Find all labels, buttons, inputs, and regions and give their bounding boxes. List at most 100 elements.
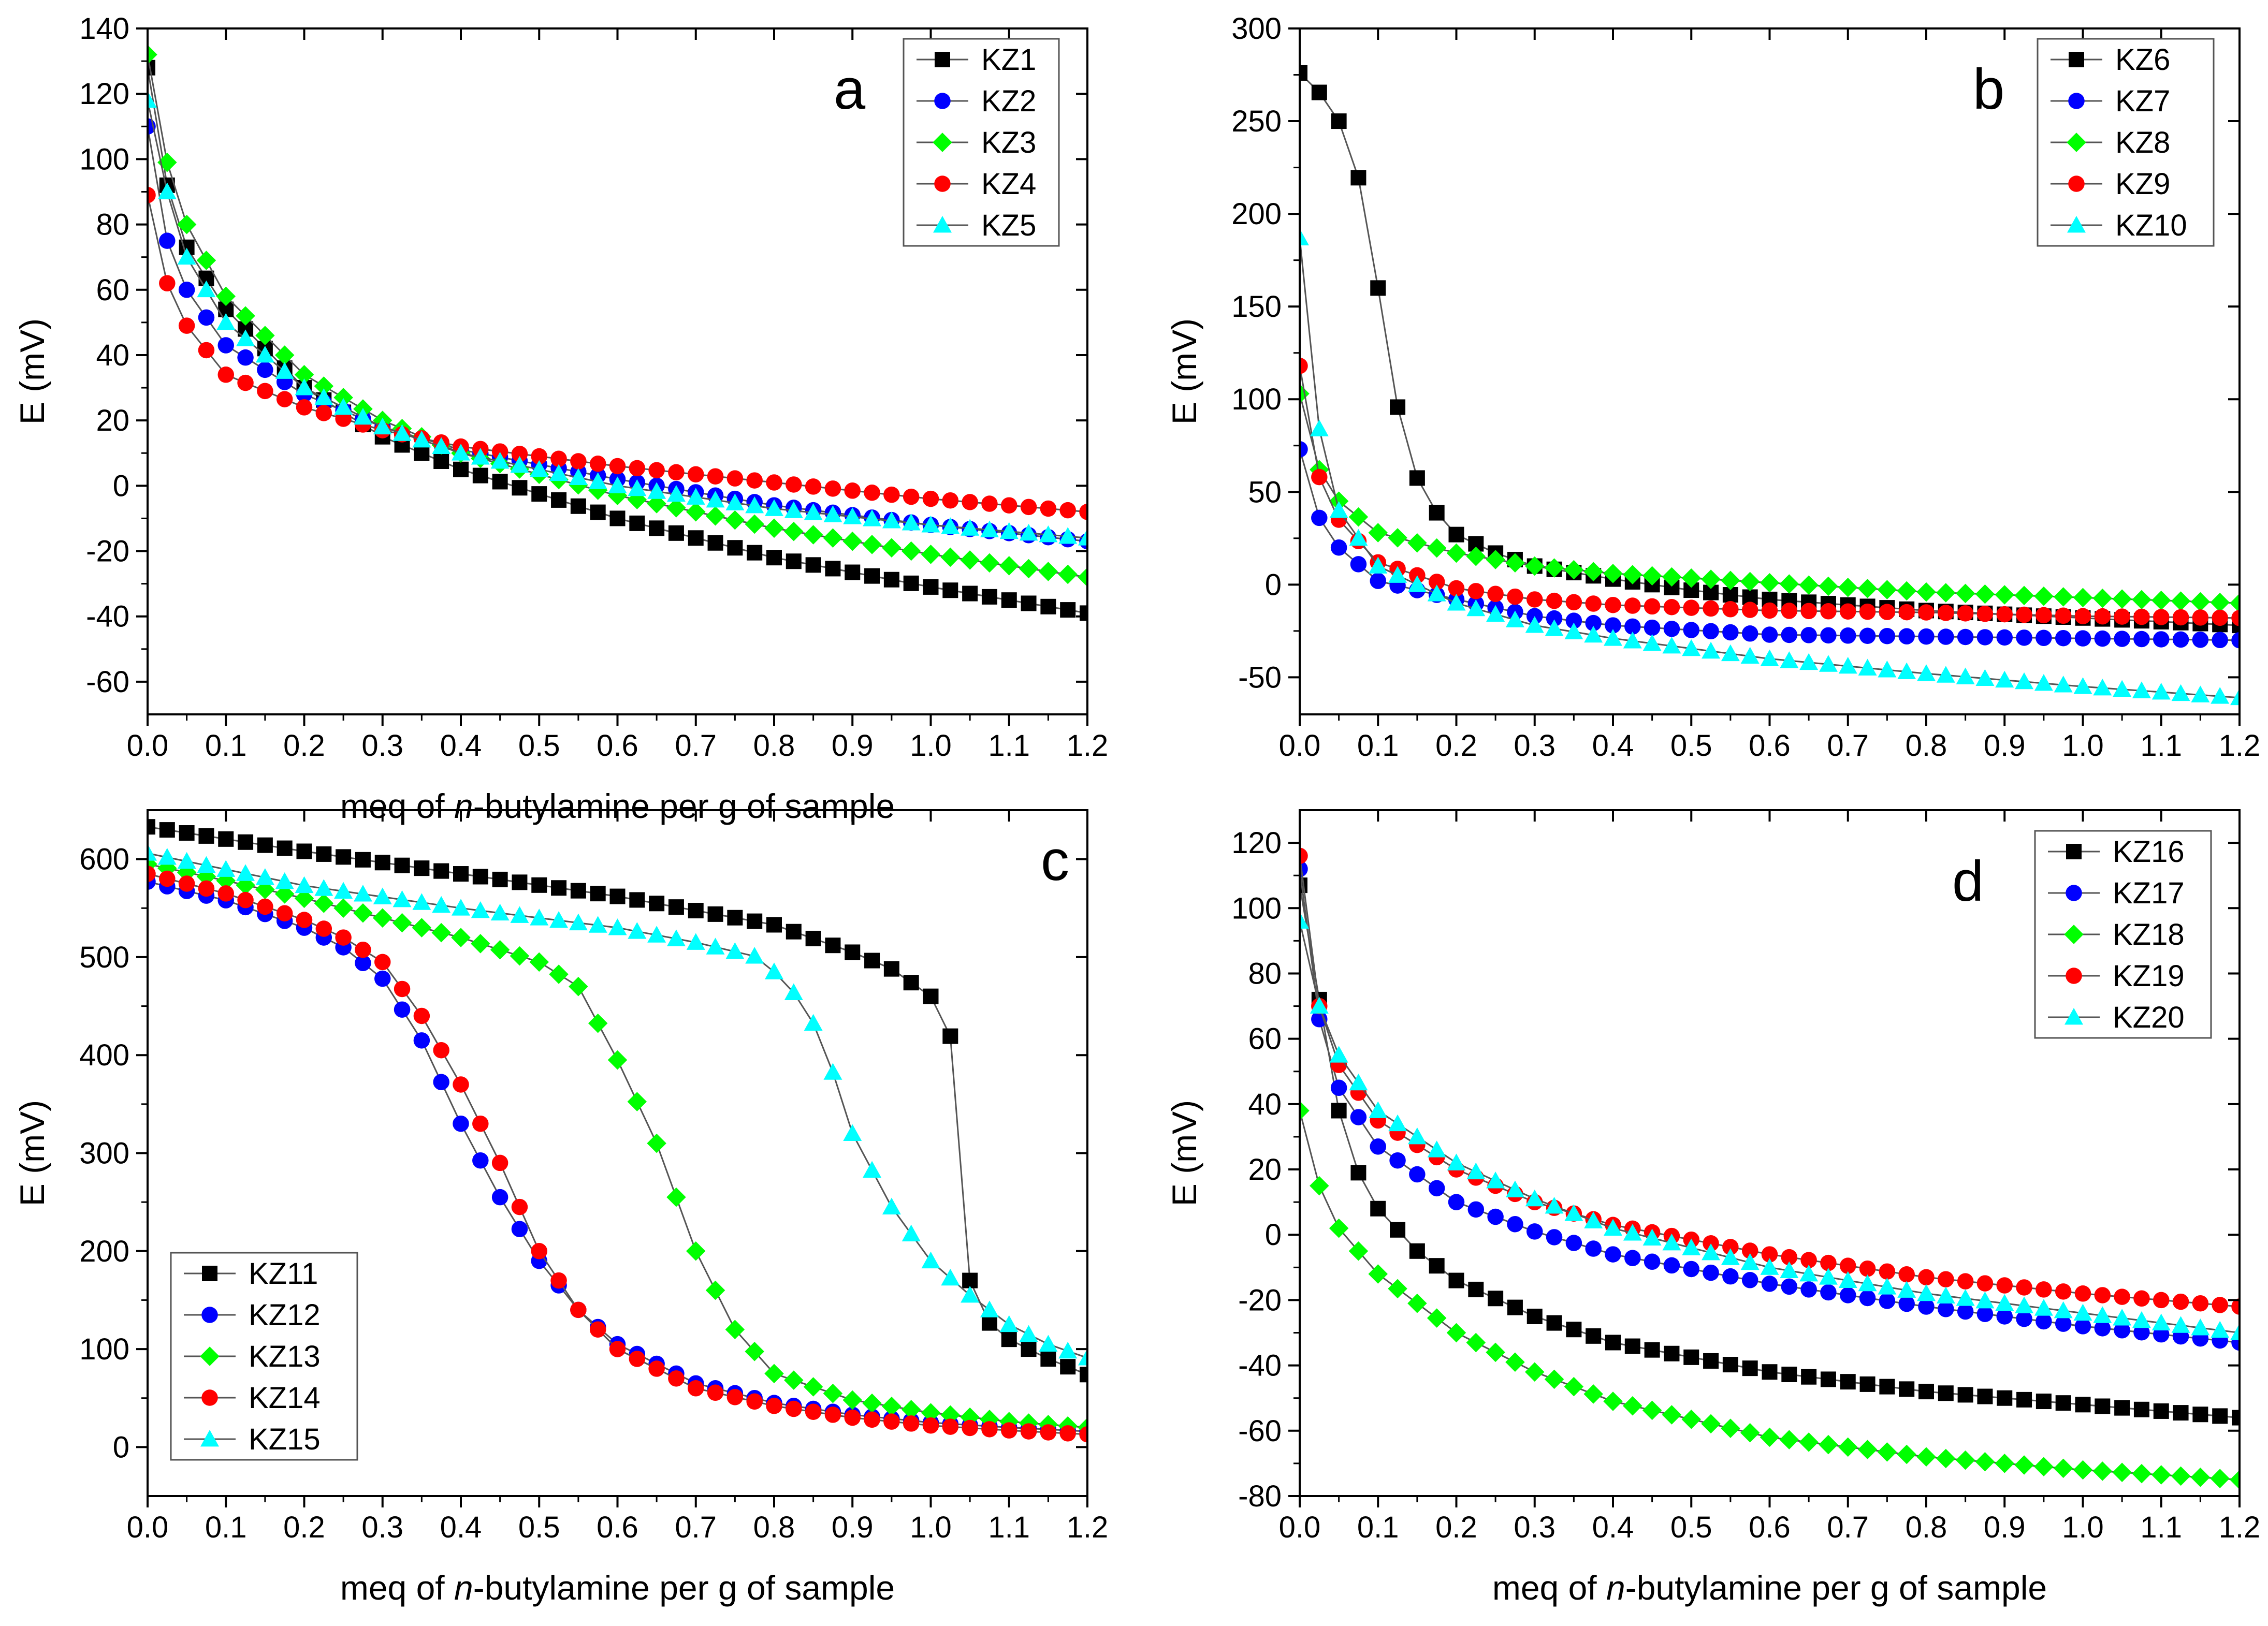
point-KZ20-40 bbox=[2073, 1303, 2092, 1321]
point-KZ8-32 bbox=[1916, 582, 1936, 602]
point-KZ8-21 bbox=[1701, 569, 1721, 589]
point-KZ1-33 bbox=[786, 553, 802, 569]
legend-marker-KZ8 bbox=[2067, 133, 2086, 152]
point-KZ15-23 bbox=[588, 916, 607, 933]
point-KZ10-38 bbox=[2034, 674, 2053, 691]
point-KZ18-12 bbox=[1525, 1362, 1545, 1382]
point-KZ14-46 bbox=[1040, 1424, 1057, 1441]
legend-marker-KZ5 bbox=[933, 216, 952, 233]
point-KZ8-46 bbox=[2190, 592, 2211, 612]
point-KZ3-9 bbox=[314, 376, 334, 396]
point-KZ17-42 bbox=[2114, 1322, 2130, 1339]
point-KZ8-45 bbox=[2171, 591, 2191, 611]
point-KZ3-47 bbox=[1058, 564, 1078, 584]
x-tick-label: 0.3 bbox=[361, 729, 403, 763]
y-tick-label: -20 bbox=[86, 535, 129, 568]
point-KZ18-31 bbox=[1897, 1444, 1916, 1464]
point-KZ19-21 bbox=[1703, 1235, 1719, 1252]
point-KZ17-35 bbox=[1976, 1306, 1994, 1322]
point-KZ5-6 bbox=[255, 345, 274, 363]
point-KZ16-12 bbox=[1526, 1308, 1543, 1324]
point-KZ11-30 bbox=[727, 910, 743, 926]
point-KZ5-35 bbox=[823, 505, 842, 522]
series-KZ15 bbox=[148, 844, 1087, 1366]
point-KZ8-4 bbox=[1368, 523, 1388, 543]
point-KZ5-7 bbox=[275, 362, 294, 379]
point-KZ7-13 bbox=[1546, 610, 1563, 627]
legend-marker-KZ17 bbox=[2066, 885, 2082, 901]
point-KZ9-47 bbox=[2212, 609, 2228, 626]
point-KZ9-8 bbox=[1448, 580, 1465, 597]
y-tick-label: 80 bbox=[1248, 957, 1282, 990]
point-KZ8-47 bbox=[2210, 593, 2230, 612]
point-KZ9-33 bbox=[1938, 605, 1954, 621]
point-KZ10-26 bbox=[1799, 653, 1819, 670]
point-KZ11-2 bbox=[179, 825, 195, 841]
point-KZ7-0 bbox=[1300, 441, 1308, 458]
point-KZ18-25 bbox=[1779, 1430, 1799, 1449]
point-KZ7-44 bbox=[2153, 631, 2170, 648]
point-KZ11-33 bbox=[786, 924, 802, 940]
x-tick-label: 0.1 bbox=[1357, 729, 1399, 763]
panel-letter: d bbox=[1952, 849, 1984, 913]
point-KZ9-12 bbox=[1526, 591, 1543, 608]
point-KZ13-14 bbox=[412, 918, 432, 937]
point-KZ5-13 bbox=[392, 424, 412, 441]
point-KZ1-16 bbox=[453, 461, 469, 477]
point-KZ6-4 bbox=[1370, 280, 1386, 296]
point-KZ15-48 bbox=[1078, 1349, 1087, 1366]
point-KZ18-36 bbox=[1995, 1454, 2014, 1473]
point-KZ5-30 bbox=[725, 493, 745, 510]
legend-marker-KZ19 bbox=[2066, 968, 2082, 984]
point-KZ5-12 bbox=[373, 417, 392, 435]
point-KZ8-24 bbox=[1760, 573, 1780, 593]
point-KZ18-32 bbox=[1916, 1447, 1936, 1467]
point-KZ20-35 bbox=[1975, 1292, 1995, 1309]
point-KZ6-3 bbox=[1350, 170, 1366, 186]
point-KZ18-11 bbox=[1505, 1352, 1525, 1372]
point-KZ13-23 bbox=[588, 1013, 608, 1033]
point-KZ9-40 bbox=[2074, 608, 2091, 624]
point-KZ7-21 bbox=[1703, 623, 1719, 640]
point-KZ14-8 bbox=[296, 912, 313, 928]
point-KZ11-12 bbox=[374, 855, 390, 871]
x-tick-label: 1.1 bbox=[2140, 729, 2182, 763]
legend-entry-KZ1: KZ1 bbox=[981, 43, 1036, 77]
point-KZ17-23 bbox=[1741, 1272, 1758, 1288]
point-KZ16-47 bbox=[2212, 1408, 2228, 1424]
legend-entry-KZ15: KZ15 bbox=[249, 1423, 321, 1456]
point-KZ17-11 bbox=[1507, 1215, 1523, 1233]
point-KZ16-2 bbox=[1331, 1103, 1347, 1119]
panel-c: 0.0 0.1 0.2 0.3 0.4 0.5 0.6 0.7 0.8 0.9 1.0 1.1 1.2 0… bbox=[13, 809, 1108, 1607]
point-KZ10-19 bbox=[1662, 636, 1681, 654]
point-KZ14-45 bbox=[1020, 1423, 1037, 1440]
point-KZ17-40 bbox=[2074, 1318, 2091, 1335]
point-KZ15-34 bbox=[804, 1014, 823, 1031]
y-axis-label: E (mV) bbox=[1165, 1100, 1203, 1206]
series-KZ20 bbox=[1300, 912, 2240, 1340]
point-KZ13-9 bbox=[314, 893, 334, 913]
point-KZ1-21 bbox=[551, 492, 567, 508]
panel-letter: b bbox=[1973, 57, 2004, 121]
point-KZ11-15 bbox=[433, 863, 449, 879]
point-KZ11-45 bbox=[1021, 1341, 1037, 1357]
point-KZ5-23 bbox=[588, 472, 607, 489]
point-KZ17-6 bbox=[1409, 1166, 1426, 1183]
point-KZ4-7 bbox=[276, 391, 293, 407]
point-KZ8-43 bbox=[2132, 590, 2151, 610]
point-KZ5-47 bbox=[1058, 527, 1078, 544]
point-KZ5-29 bbox=[706, 490, 725, 508]
point-KZ10-8 bbox=[1447, 594, 1466, 611]
point-KZ17-7 bbox=[1428, 1180, 1445, 1197]
y-tick-label: -20 bbox=[1238, 1283, 1282, 1317]
point-KZ1-45 bbox=[1021, 595, 1037, 611]
point-KZ18-41 bbox=[2092, 1461, 2113, 1481]
legend-entry-KZ12: KZ12 bbox=[249, 1298, 321, 1332]
x-tick-label: 0.3 bbox=[1514, 1511, 1555, 1544]
y-tick-label: 0 bbox=[113, 469, 129, 503]
legend-entry-KZ16: KZ16 bbox=[2113, 835, 2185, 869]
point-KZ2-1 bbox=[159, 232, 176, 249]
point-KZ13-30 bbox=[725, 1320, 745, 1339]
y-tick-label: 300 bbox=[79, 1137, 129, 1170]
x-axis-label: meq of n-butylamine per g of sample bbox=[1492, 1569, 2047, 1607]
